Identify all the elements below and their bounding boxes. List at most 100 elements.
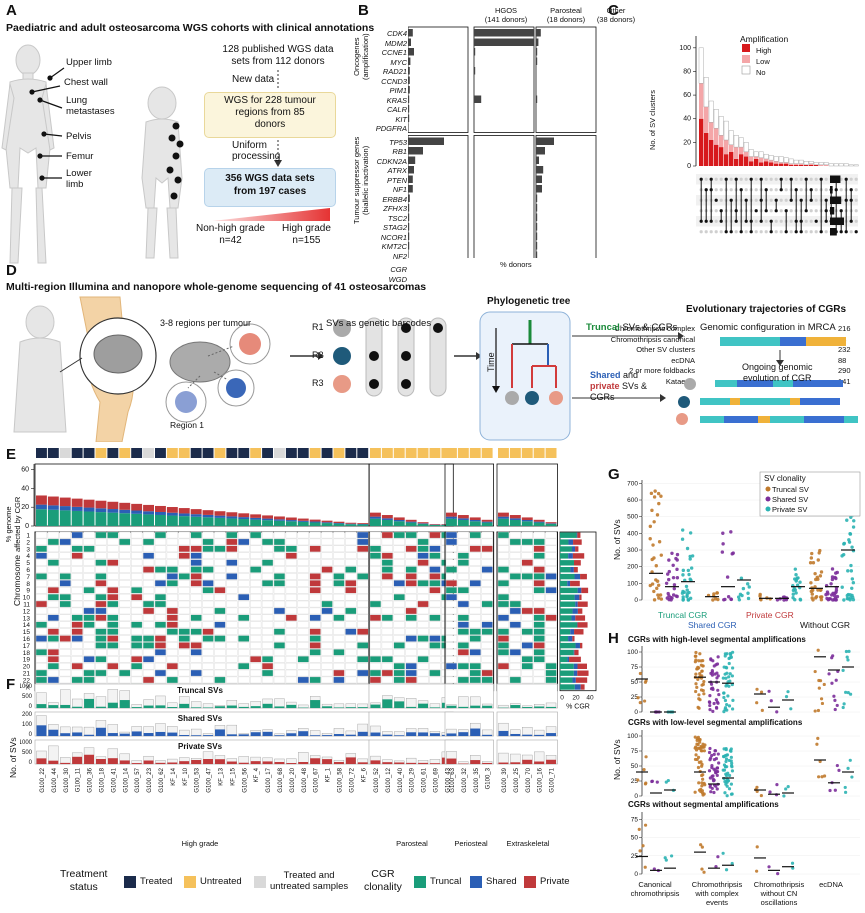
f-bar-fill bbox=[179, 703, 190, 708]
g-point bbox=[721, 542, 725, 546]
e-heatmap-cell bbox=[190, 600, 202, 608]
e-heatmap-cell bbox=[445, 655, 458, 663]
g-point bbox=[794, 572, 798, 577]
e-heatmap-cell bbox=[333, 566, 345, 573]
e-heatmap-cell bbox=[297, 545, 309, 553]
g-point bbox=[688, 596, 693, 600]
e-heatmap-cell bbox=[369, 614, 382, 622]
e-heatmap-cell bbox=[345, 614, 357, 622]
h-point bbox=[700, 669, 704, 673]
e-chr-label: 12 bbox=[23, 608, 31, 615]
e-heatmap-cell bbox=[166, 580, 178, 587]
g-point bbox=[667, 594, 671, 598]
e-heatmap-cell bbox=[369, 559, 382, 566]
e-heatmap-cell bbox=[469, 621, 481, 628]
e-treatment-cell bbox=[545, 448, 557, 458]
e-heatmap-cell bbox=[130, 593, 143, 601]
e-heatmap-cell bbox=[381, 642, 393, 649]
e-right-bar bbox=[560, 608, 573, 614]
e-heatmap-cell bbox=[345, 642, 357, 649]
b-block-frame bbox=[408, 135, 469, 258]
e-heatmap-cell bbox=[429, 559, 441, 566]
e-heatmap-cell bbox=[130, 676, 143, 684]
e-heatmap-cell bbox=[119, 676, 131, 684]
e-heatmap-cell bbox=[345, 559, 357, 566]
b-bar-RB1 bbox=[536, 147, 545, 155]
e-heatmap-cell bbox=[261, 628, 274, 635]
e-heatmap-cell bbox=[273, 655, 286, 663]
c-total-2: 232 bbox=[838, 345, 851, 354]
e-heatmap-cell bbox=[521, 538, 533, 546]
b-bar-ATRX bbox=[408, 166, 414, 174]
c-legend-low: Low bbox=[756, 57, 770, 66]
e-right-bar bbox=[560, 601, 576, 607]
h-point bbox=[722, 695, 726, 700]
e-heatmap-cell bbox=[190, 593, 202, 601]
e-heatmap-cell bbox=[285, 662, 297, 670]
f-bar-fill bbox=[36, 725, 47, 736]
h-point bbox=[694, 753, 698, 757]
h-point bbox=[731, 698, 735, 702]
h-point bbox=[708, 703, 712, 708]
e-heatmap-cell bbox=[405, 607, 417, 615]
e-heatmap-cell bbox=[297, 614, 309, 622]
e-genome-bar bbox=[119, 513, 131, 526]
f-bar-fill bbox=[298, 731, 309, 736]
h-point bbox=[699, 749, 703, 753]
f-tick-label: 0 bbox=[29, 732, 33, 738]
e-heatmap-cell bbox=[202, 580, 214, 587]
e-genome-bar bbox=[95, 512, 107, 526]
f-bar-fill bbox=[470, 728, 481, 736]
e-heatmap-cell bbox=[533, 573, 545, 580]
e-treatment-cell bbox=[202, 448, 214, 458]
e-heatmap-cell bbox=[226, 538, 238, 546]
e-heatmap-cell bbox=[142, 580, 155, 587]
h-point bbox=[695, 685, 699, 689]
h-point bbox=[822, 774, 827, 778]
f-sample-label: G100_16 bbox=[538, 767, 544, 792]
f-bar-fill bbox=[226, 761, 237, 764]
b-bar-CDKN2A bbox=[536, 156, 539, 164]
e-heatmap-cell bbox=[533, 586, 545, 594]
e-right-bar bbox=[571, 546, 576, 552]
e-heatmap-cell bbox=[119, 621, 131, 628]
e-heatmap-cell bbox=[178, 676, 190, 684]
e-heatmap-cell bbox=[47, 628, 59, 635]
g-point bbox=[657, 540, 662, 544]
legend-truncal: Truncal bbox=[430, 876, 462, 887]
e-heatmap-cell bbox=[509, 662, 521, 670]
h-point bbox=[729, 792, 734, 796]
e-heatmap-cell bbox=[321, 580, 333, 587]
e-heatmap-cell bbox=[417, 580, 429, 587]
e-heatmap-cell bbox=[166, 531, 178, 539]
e-heatmap-cell bbox=[393, 607, 405, 615]
h-point bbox=[716, 655, 720, 659]
e-treatment-cell bbox=[285, 448, 297, 458]
e-heatmap-cell bbox=[95, 573, 107, 580]
e-genome-bar bbox=[202, 517, 214, 526]
c-set-size-bar bbox=[830, 175, 841, 183]
h-point bbox=[714, 770, 718, 774]
e-heatmap-cell bbox=[95, 655, 107, 663]
g-point bbox=[830, 577, 835, 582]
f-bar-fill bbox=[131, 731, 142, 736]
c-row-1: Chromothripsis canonical bbox=[610, 334, 695, 344]
e-heatmap-cell bbox=[47, 531, 59, 539]
e-heatmap-cell bbox=[357, 669, 369, 677]
h-point bbox=[694, 654, 698, 658]
e-heatmap-cell bbox=[429, 676, 441, 684]
e-genome-bar bbox=[155, 511, 166, 515]
e-heatmap-cell bbox=[521, 566, 533, 573]
e-heatmap-cell bbox=[238, 600, 250, 608]
f-bar-total bbox=[83, 726, 95, 737]
g-ytick-label: 500 bbox=[627, 514, 638, 521]
e-heatmap-cell bbox=[178, 621, 190, 628]
f-sample-label: G100_17 bbox=[266, 767, 272, 792]
e-heatmap-cell bbox=[202, 635, 214, 642]
g-point bbox=[813, 585, 817, 589]
e-right-bar bbox=[560, 656, 568, 663]
e-heatmap-cell bbox=[357, 676, 369, 684]
c-bar-high bbox=[784, 163, 789, 166]
e-heatmap-cell bbox=[166, 655, 178, 663]
e-heatmap-cell bbox=[429, 635, 441, 642]
